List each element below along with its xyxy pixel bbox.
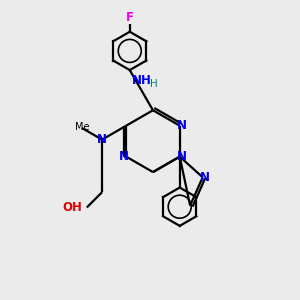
Text: N: N [119, 150, 129, 163]
Text: N: N [177, 119, 187, 132]
Text: N: N [200, 171, 210, 184]
Text: NH: NH [131, 74, 151, 87]
Text: N: N [177, 150, 187, 163]
Text: Me: Me [75, 122, 89, 132]
Text: F: F [126, 11, 134, 24]
Text: N: N [97, 133, 107, 146]
Text: H: H [150, 79, 158, 89]
Text: OH: OH [62, 201, 82, 214]
